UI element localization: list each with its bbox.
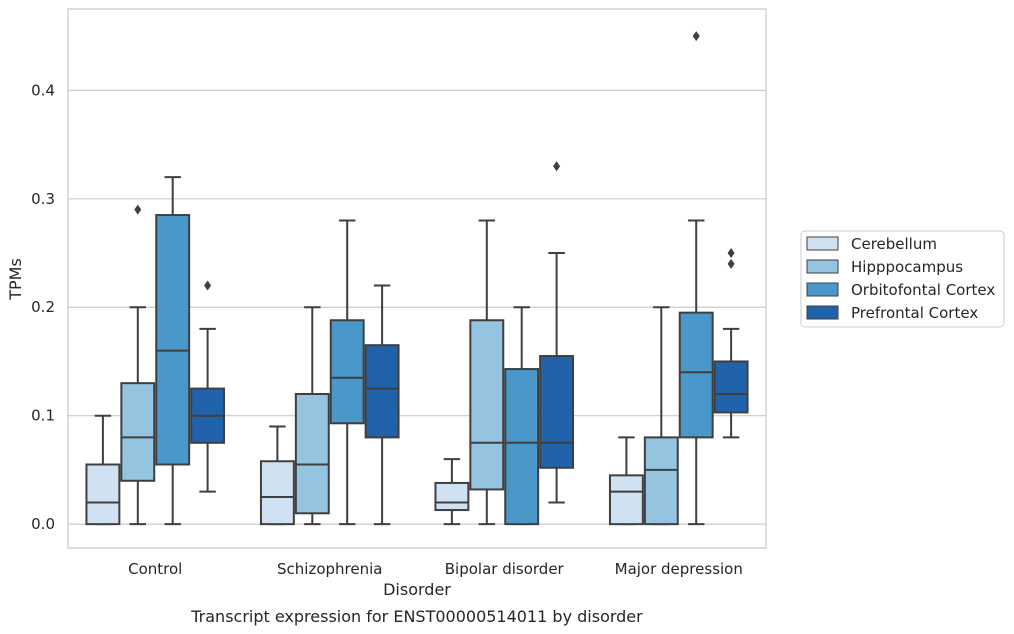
box-hipppocampus-1 bbox=[294, 306, 330, 526]
outlier-point bbox=[204, 280, 212, 291]
y-tick-labels: 0.0 0.1 0.2 0.3 0.4 bbox=[31, 81, 55, 533]
box-orbitofontal-cortex-1 bbox=[329, 219, 365, 526]
legend-swatch bbox=[806, 259, 839, 274]
x-tick-label: Major depression bbox=[615, 560, 743, 578]
box-body bbox=[643, 436, 679, 526]
box-body bbox=[294, 393, 330, 515]
box-hipppocampus-2 bbox=[469, 219, 505, 526]
box-body bbox=[608, 474, 644, 526]
legend-label: Prefrontal Cortex bbox=[851, 304, 978, 322]
y-axis-label: TPMs bbox=[6, 258, 25, 301]
x-tick-labels: Control Schizophrenia Bipolar disorder Majo… bbox=[128, 560, 743, 578]
box-orbitofontal-cortex-0 bbox=[155, 176, 191, 526]
box-hipppocampus-0 bbox=[120, 204, 156, 526]
box-body bbox=[364, 344, 400, 439]
box-prefrontal-cortex-3 bbox=[713, 248, 749, 439]
boxes bbox=[85, 31, 749, 526]
legend-frame bbox=[800, 230, 1005, 328]
x-axis-label: Disorder bbox=[383, 580, 451, 599]
outlier-point bbox=[727, 248, 735, 259]
legend-swatch bbox=[806, 305, 839, 320]
box-body bbox=[259, 460, 295, 526]
chart-caption: Transcript expression for ENST0000051401… bbox=[190, 607, 643, 626]
legend-swatch bbox=[806, 236, 839, 251]
box-orbitofontal-cortex-3 bbox=[678, 31, 714, 526]
legend-label: Orbitofontal Cortex bbox=[851, 281, 995, 299]
box-body bbox=[678, 311, 714, 439]
box-body bbox=[434, 481, 470, 512]
box-hipppocampus-3 bbox=[643, 306, 679, 526]
box-prefrontal-cortex-0 bbox=[190, 280, 226, 493]
box-body bbox=[469, 319, 505, 491]
y-tick-label: 0.4 bbox=[31, 81, 55, 99]
outlier-point bbox=[553, 161, 561, 172]
y-tick-label: 0.3 bbox=[31, 190, 55, 208]
x-tick-label: Control bbox=[128, 560, 182, 578]
box-body bbox=[539, 355, 575, 469]
box-cerebellum-0 bbox=[85, 414, 121, 526]
x-tick-label: Bipolar disorder bbox=[445, 560, 565, 578]
box-cerebellum-3 bbox=[608, 436, 644, 526]
y-tick-label: 0.2 bbox=[31, 298, 55, 316]
box-orbitofontal-cortex-2 bbox=[504, 306, 540, 526]
legend-swatch bbox=[806, 282, 839, 297]
box-cerebellum-1 bbox=[259, 425, 295, 526]
legend: Cerebellum Hipppocampus Orbitofontal Corte… bbox=[800, 230, 1005, 328]
x-tick-label: Schizophrenia bbox=[277, 560, 382, 578]
legend-label: Cerebellum bbox=[851, 235, 937, 253]
box-body bbox=[713, 360, 749, 414]
box-body bbox=[155, 214, 191, 466]
outlier-point bbox=[692, 31, 700, 42]
box-cerebellum-2 bbox=[434, 458, 470, 526]
legend-label: Hipppocampus bbox=[851, 258, 963, 276]
y-tick-label: 0.0 bbox=[31, 515, 55, 533]
box-body bbox=[504, 368, 540, 526]
y-tick-label: 0.1 bbox=[31, 407, 55, 425]
plot-frame bbox=[67, 8, 767, 549]
outlier-point bbox=[134, 204, 142, 215]
box-prefrontal-cortex-1 bbox=[364, 284, 400, 526]
box-prefrontal-cortex-2 bbox=[539, 161, 575, 504]
box-body bbox=[120, 382, 156, 482]
outlier-point bbox=[727, 258, 735, 269]
box-body bbox=[85, 463, 121, 526]
box-body bbox=[329, 319, 365, 425]
